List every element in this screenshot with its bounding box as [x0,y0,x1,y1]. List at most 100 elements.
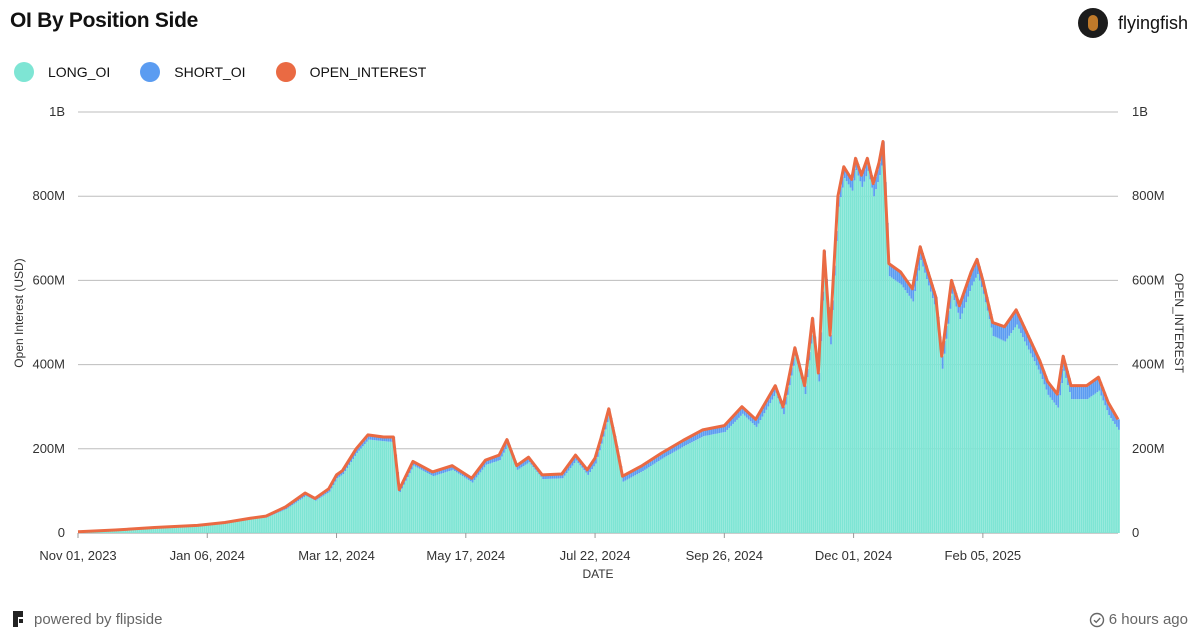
short-oi-bar [975,263,977,278]
short-oi-bar [365,437,368,442]
long-oi-bar [765,409,768,533]
long-oi-bar [947,323,950,533]
long-oi-bar [1049,397,1052,533]
long-oi-bar [487,464,490,533]
legend-item-short-oi[interactable]: SHORT_OI [140,62,246,82]
short-oi-bar [1053,389,1056,403]
short-oi-bar [751,415,754,424]
short-oi-bar [1029,339,1032,354]
short-oi-bar [344,467,347,472]
long-oi-bar [489,463,492,533]
long-oi-bar [477,474,480,533]
short-oi-bar [379,436,382,441]
short-oi-bar [718,426,721,434]
long-oi-bar [1102,400,1105,533]
long-oi-bar [311,498,313,533]
long-oi-bar [941,368,944,533]
long-oi-bar [583,470,586,533]
long-oi-bar [522,466,525,533]
long-oi-bar [403,484,405,533]
short-oi-bar [493,457,496,463]
short-oi-bar [1098,377,1101,391]
short-oi-bar [894,267,897,281]
user-profile[interactable]: flyingfish [1077,8,1188,38]
short-oi-bar [322,492,325,496]
short-oi-bar [708,428,711,436]
short-oi-bar [677,443,680,450]
avatar[interactable] [1077,8,1108,38]
long-oi-bar [1018,328,1020,533]
long-oi-bar [806,377,809,533]
long-oi-bar [297,501,300,533]
short-oi-bar [1088,384,1091,398]
long-oi-bar [379,440,382,533]
long-oi-bar [787,394,789,533]
y-tick-label-right: 600M [1132,272,1165,287]
long-oi-bar [450,470,452,533]
short-oi-bar [499,455,501,461]
long-oi-bar [553,478,556,533]
long-oi-bar [444,472,447,533]
short-oi-bar [483,462,486,468]
long-oi-bar [1022,337,1024,533]
long-oi-bar [175,526,178,533]
long-oi-bar [361,446,364,533]
long-oi-bar [886,236,889,533]
long-oi-bar [181,526,184,533]
long-oi-bar [863,181,866,533]
long-oi-bar [669,454,672,533]
long-oi-bar [984,302,987,533]
powered-by[interactable]: powered by flipside [10,610,162,628]
long-oi-bar [759,420,762,533]
long-oi-bar [1076,399,1079,533]
long-oi-bar [510,455,513,533]
long-oi-bar [117,530,119,533]
long-oi-bar [454,471,456,533]
long-oi-bar [671,452,674,533]
short-oi-bar [898,270,901,284]
legend-item-open-interest[interactable]: OPEN_INTEREST [275,62,426,82]
long-oi-bar [1096,392,1099,533]
long-oi-bar [201,525,204,533]
long-oi-bar [908,295,911,533]
short-oi-bar [598,444,601,451]
long-oi-bar [1078,399,1081,533]
long-oi-bar [732,423,734,533]
chart-legend: LONG_OI SHORT_OI OPEN_INTEREST [14,62,456,82]
short-oi-bar [706,429,709,436]
long-oi-bar [538,474,541,533]
long-oi-bar [681,447,684,533]
long-oi-bar [814,344,817,533]
legend-item-long-oi[interactable]: LONG_OI [14,62,110,82]
long-oi-bar [577,462,580,533]
long-oi-bar [220,523,223,533]
short-oi-bar [649,460,652,467]
x-tick-label: Jan 06, 2024 [170,548,245,563]
short-oi-bar [843,166,846,179]
long-oi-bar [683,446,685,533]
username[interactable]: flyingfish [1117,12,1188,33]
short-oi-bar [1027,335,1030,350]
long-oi-bar [912,301,915,533]
long-oi-bar [166,527,168,533]
long-oi-bar [712,434,715,533]
long-oi-bar [1045,389,1048,533]
short-oi-bar [663,451,666,458]
short-oi-bar [303,494,306,498]
long-oi-bar [391,441,394,533]
short-oi-bar [387,437,390,442]
long-oi-bar [673,451,676,533]
long-oi-bar [1016,324,1018,533]
short-oi-bar [1094,380,1097,394]
long-oi-bar [826,288,828,533]
short-oi-bar [1039,360,1042,374]
long-oi-bar [1114,423,1116,533]
short-oi-bar [1108,402,1111,416]
long-oi-bar [132,529,135,533]
long-oi-bar [232,522,235,533]
long-oi-bar [904,290,907,533]
short-oi-bar [1045,376,1048,390]
long-oi-bar [910,298,913,533]
long-oi-bar [230,522,233,533]
